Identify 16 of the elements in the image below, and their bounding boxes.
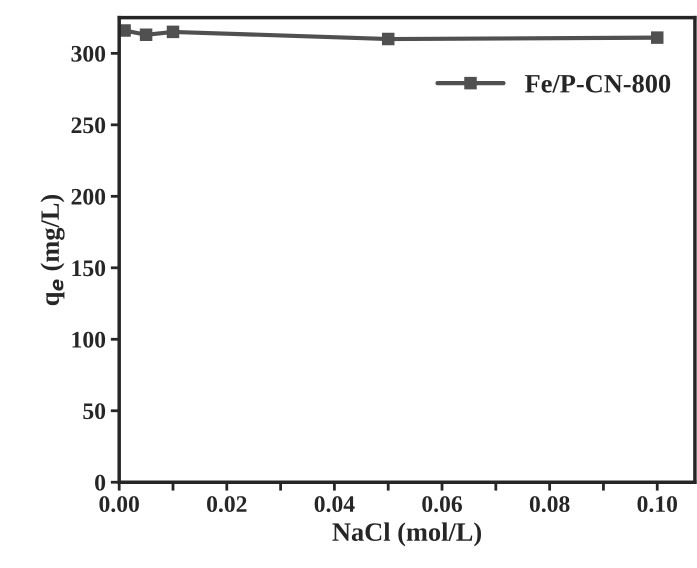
y-tick-label: 0 (95, 474, 106, 491)
x-tick-label: 0.08 (530, 496, 570, 512)
y-axis-title: q$_{e}$ (mg/L) (40, 194, 65, 306)
x-tick-label: 0.02 (207, 496, 246, 512)
x-tick-label: 0.00 (99, 496, 139, 512)
x-axis-title: NaCl (mol/L) (332, 522, 482, 546)
y-tick-label: 300 (71, 46, 106, 62)
x-tick-label: 0.04 (314, 496, 355, 512)
x-tick-label: 0.06 (422, 496, 462, 512)
y-tick-label: 250 (72, 117, 106, 134)
y-tick-label: 50 (83, 403, 106, 420)
x-tick-label: 0.10 (637, 496, 678, 512)
y-tick-label: 100 (72, 332, 106, 348)
legend-label: Fe/P-CN-800 (525, 74, 670, 93)
y-tick-label: 200 (72, 188, 106, 205)
y-tick-label: 150 (72, 260, 106, 276)
